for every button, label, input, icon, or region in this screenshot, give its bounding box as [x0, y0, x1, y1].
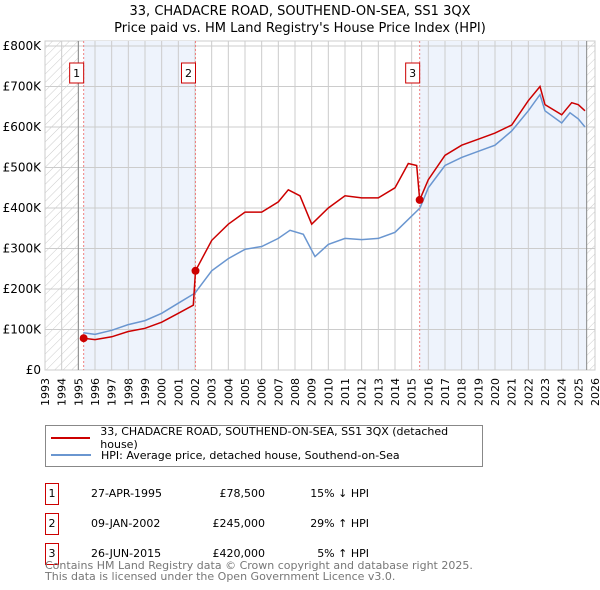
y-tick-label: £200K: [3, 282, 43, 296]
x-tick-label: 2001: [172, 378, 185, 406]
sale-marker-label: 1: [73, 67, 80, 80]
sale-marker-label: 3: [409, 67, 416, 80]
footer-line: This data is licensed under the Open Gov…: [45, 570, 396, 583]
sale-date: 27-APR-1995: [91, 487, 163, 500]
sale-point: [79, 334, 88, 343]
sale-hpi-diff: 15% ↓ HPI: [310, 487, 369, 500]
x-tick-label: 2020: [489, 378, 502, 406]
x-tick-label: 2023: [539, 378, 552, 406]
x-tick-label: 2022: [522, 378, 535, 406]
chart-title: 33, CHADACRE ROAD, SOUTHEND-ON-SEA, SS1 …: [129, 4, 471, 19]
sale-point: [415, 195, 424, 204]
sale-marker-label: 2: [45, 513, 59, 535]
sale-price: £420,000: [212, 547, 266, 560]
hpi-line: [83, 92, 586, 336]
y-tick-label: £800K: [3, 39, 43, 53]
sale-hpi-diff: 5% ↑ HPI: [317, 547, 369, 560]
x-tick-label: 2011: [339, 378, 352, 406]
x-tick-label: 2008: [289, 378, 302, 406]
sale-price: £78,500: [219, 487, 266, 500]
sale-date: 09-JAN-2002: [91, 517, 161, 530]
sale-marker-box: [69, 62, 85, 84]
chart-subtitle: Price paid vs. HM Land Registry's House …: [114, 21, 486, 36]
x-tick-label: 2004: [222, 378, 235, 406]
x-tick-label: 2018: [456, 378, 469, 406]
x-tick-label: 2010: [322, 378, 335, 406]
x-tick-label: 2024: [556, 378, 569, 406]
x-tick-label: 1995: [72, 378, 85, 406]
footer: Contains HM Land Registry data © Crown c…: [45, 560, 473, 582]
sale-marker-label: 2: [185, 67, 192, 80]
legend-hpi: HPI: Average price, detached house, Sout…: [101, 448, 400, 462]
x-tick-label: 2014: [389, 378, 402, 406]
x-tick-label: 2019: [472, 378, 485, 406]
x-tick-label: 2026: [589, 378, 600, 406]
x-tick-label: 2003: [206, 378, 219, 406]
y-tick-label: £300K: [3, 242, 43, 256]
x-tick-label: 2017: [439, 378, 452, 406]
x-tick-label: 1999: [139, 378, 152, 406]
sale-point: [191, 266, 200, 275]
x-tick-label: 2000: [156, 378, 169, 406]
sale-date: 26-JUN-2015: [91, 547, 162, 560]
x-tick-label: 2009: [306, 378, 319, 406]
x-tick-label: 1997: [106, 378, 119, 406]
x-tick-label: 2006: [256, 378, 269, 406]
property-price-line: [83, 84, 586, 341]
x-tick-label: 2021: [506, 378, 519, 406]
y-tick-label: £400K: [3, 201, 43, 215]
x-tick-label: 1998: [122, 378, 135, 406]
legend-swatch-property: [51, 437, 91, 439]
footer-line: Contains HM Land Registry data © Crown c…: [45, 559, 473, 572]
legend-property: 33, CHADACRE ROAD, SOUTHEND-ON-SEA, SS1 …: [100, 425, 449, 451]
x-tick-label: 2025: [572, 378, 585, 406]
legend: 33, CHADACRE ROAD, SOUTHEND-ON-SEA, SS1 …: [45, 425, 483, 467]
y-tick-label: £600K: [3, 120, 43, 134]
x-tick-label: 2012: [356, 378, 369, 406]
x-tick-label: 1994: [56, 378, 69, 406]
y-tick-label: £0: [26, 363, 41, 377]
sale-hpi-diff: 29% ↑ HPI: [310, 517, 369, 530]
sale-price: £245,000: [212, 517, 266, 530]
x-tick-label: 2007: [272, 378, 285, 406]
x-tick-label: 2015: [406, 378, 419, 406]
no-data-hatch: [586, 41, 595, 370]
x-tick-label: 1993: [39, 378, 52, 406]
x-tick-label: 2016: [422, 378, 435, 406]
x-tick-label: 1996: [89, 378, 102, 406]
sale-marker-label: 3: [45, 543, 59, 565]
x-tick-label: 2002: [189, 378, 202, 406]
y-tick-label: £500K: [3, 161, 43, 175]
shaded-period: [83, 41, 196, 370]
x-tick-label: 2013: [372, 378, 385, 406]
shaded-period: [419, 41, 587, 370]
sale-marker-box: [181, 62, 196, 84]
sale-marker-box: [405, 62, 421, 84]
x-tick-label: 2005: [239, 378, 252, 406]
plot-area: 1993 1994 1995 1996 1997 1998 1999 2000 2001 2002…: [3, 39, 600, 406]
y-tick-label: £700K: [3, 80, 43, 94]
sale-marker-label: 1: [45, 483, 59, 505]
y-tick-label: £100K: [3, 323, 43, 337]
legend-swatch-hpi: [51, 454, 91, 456]
